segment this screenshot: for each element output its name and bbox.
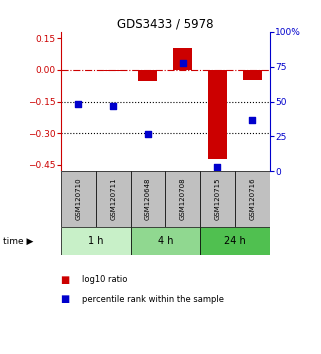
Bar [131,171,165,227]
Text: GSM120715: GSM120715 [214,178,221,221]
Text: GSM120708: GSM120708 [180,178,186,221]
Text: 1 h: 1 h [88,236,103,246]
Bar [138,70,158,81]
Bar [131,227,200,255]
Point [215,164,220,170]
Text: ■: ■ [61,294,74,304]
Text: GSM120648: GSM120648 [145,178,151,221]
Bar [96,171,131,227]
Bar [173,48,192,70]
Point [76,102,81,107]
Point [145,131,151,136]
Text: ■: ■ [61,275,74,285]
Bar [61,171,96,227]
Text: 4 h: 4 h [158,236,173,246]
Point [110,103,116,109]
Text: 24 h: 24 h [224,236,246,246]
Text: percentile rank within the sample: percentile rank within the sample [82,295,224,304]
Bar [61,227,131,255]
Point [180,60,185,65]
Text: GSM120711: GSM120711 [110,178,116,221]
Bar [104,70,123,71]
Text: GSM120716: GSM120716 [249,178,255,221]
Point [250,117,255,122]
Text: time ▶: time ▶ [3,236,34,245]
Text: log10 ratio: log10 ratio [82,275,127,284]
Bar [200,227,270,255]
Title: GDS3433 / 5978: GDS3433 / 5978 [117,18,213,31]
Bar [165,171,200,227]
Text: GSM120710: GSM120710 [75,178,82,221]
Bar [200,171,235,227]
Bar [235,171,270,227]
Bar [208,70,227,159]
Bar [243,70,262,80]
